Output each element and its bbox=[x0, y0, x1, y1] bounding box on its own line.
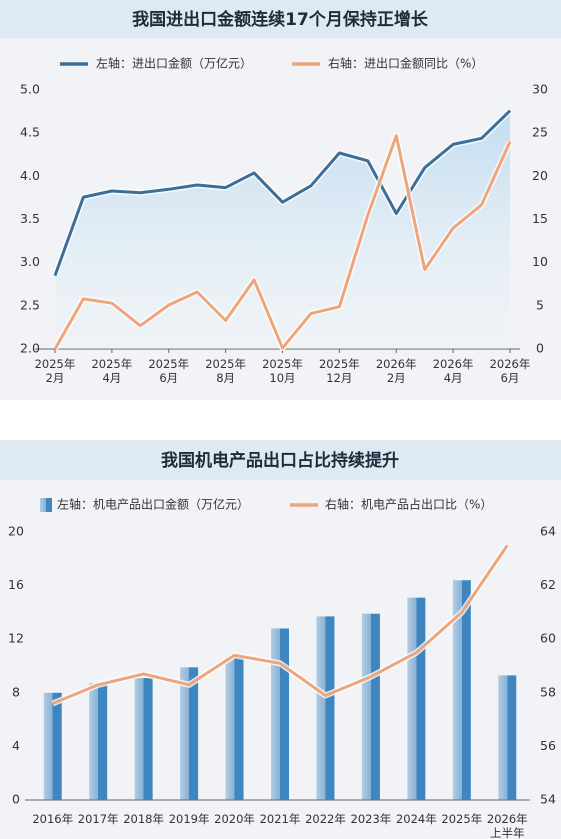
bar bbox=[43, 692, 62, 800]
legend-label: 左轴：进出口金额（万亿元） bbox=[96, 56, 252, 71]
x-tick-label: 2025年 4月 bbox=[91, 357, 133, 385]
y2-tick-label: 0 bbox=[536, 341, 544, 356]
x-tick-wrap: 2024年 bbox=[395, 812, 437, 826]
x-tick-label: 2025年 8月 bbox=[205, 357, 247, 385]
bar bbox=[407, 597, 426, 800]
x-tick-wrap: 2025年 6月 bbox=[148, 357, 190, 385]
bar bbox=[316, 616, 335, 800]
x-tick-wrap: 2025年 4月 bbox=[91, 357, 133, 385]
x-tick-wrap: 2016年 bbox=[32, 812, 74, 826]
y-tick-label: 2.0 bbox=[20, 341, 40, 356]
chart-title: 我国机电产品出口占比持续提升 bbox=[161, 450, 399, 471]
x-tick-wrap: 2020年 bbox=[214, 812, 255, 826]
x-tick-wrap: 2026年 上半年 bbox=[486, 812, 528, 839]
y2-tick-label: 10 bbox=[532, 254, 548, 269]
header-band bbox=[0, 0, 561, 38]
x-tick-label: 2020年 bbox=[214, 812, 255, 826]
y2-tick-label: 25 bbox=[532, 125, 548, 140]
bar bbox=[225, 656, 244, 800]
y-tick-label: 16 bbox=[8, 577, 24, 592]
y2-tick-label: 15 bbox=[532, 211, 548, 226]
y2-tick-label: 62 bbox=[540, 577, 556, 592]
chart-title: 我国进出口金额连续17个月保持正增长 bbox=[132, 9, 429, 30]
legend-label: 右轴：进出口金额同比（%） bbox=[328, 56, 483, 71]
x-tick-label: 2026年 4月 bbox=[432, 357, 474, 385]
y2-tick-label: 54 bbox=[540, 792, 556, 807]
x-tick-label: 2026年 2月 bbox=[375, 357, 417, 385]
y2-tick-label: 60 bbox=[540, 631, 556, 646]
bar bbox=[134, 678, 153, 800]
bar bbox=[271, 628, 289, 800]
x-tick-wrap: 2019年 bbox=[168, 812, 210, 826]
x-tick-label: 2016年 bbox=[32, 812, 74, 826]
y-tick-label: 3.5 bbox=[20, 211, 40, 226]
y2-tick-label: 64 bbox=[540, 524, 556, 539]
x-tick-label: 2025年 12月 bbox=[318, 357, 360, 385]
x-tick-label: 2024年 bbox=[395, 812, 437, 826]
x-tick-wrap: 2023年 bbox=[350, 812, 392, 826]
x-tick-label: 2019年 bbox=[168, 812, 210, 826]
x-tick-label: 2021年 bbox=[259, 812, 301, 826]
legend-swatch bbox=[40, 498, 52, 512]
x-tick-label: 2025年 6月 bbox=[148, 357, 190, 385]
y2-tick-label: 56 bbox=[540, 738, 556, 753]
y2-tick-label: 30 bbox=[532, 82, 548, 97]
line bbox=[52, 544, 509, 705]
line bbox=[53, 109, 512, 277]
line bbox=[53, 134, 512, 350]
header-band bbox=[0, 440, 561, 480]
x-tick-wrap: 2021年 bbox=[259, 812, 301, 826]
line-area bbox=[55, 110, 510, 349]
x-tick-label: 2025年 bbox=[441, 812, 483, 826]
x-tick-label: 2026年 6月 bbox=[489, 357, 531, 385]
x-tick-label: 2026年 上半年 bbox=[486, 812, 528, 839]
x-tick-wrap: 2026年 4月 bbox=[432, 357, 474, 385]
y-tick-label: 20 bbox=[8, 524, 24, 539]
x-tick-label: 2022年 bbox=[305, 812, 346, 826]
bar bbox=[361, 613, 380, 800]
x-tick-wrap: 2017年 bbox=[77, 812, 119, 826]
y2-tick-label: 58 bbox=[540, 684, 556, 699]
x-tick-wrap: 2025年 2月 bbox=[34, 357, 76, 385]
x-tick-label: 2017年 bbox=[77, 812, 119, 826]
y-tick-label: 0 bbox=[12, 792, 20, 807]
legend-label: 左轴：机电产品出口金额（万亿元） bbox=[57, 497, 249, 512]
x-tick-wrap: 2022年 bbox=[305, 812, 346, 826]
x-tick-label: 2025年 10月 bbox=[262, 357, 303, 385]
y-tick-label: 2.5 bbox=[20, 297, 40, 312]
y-tick-label: 4.0 bbox=[20, 168, 40, 183]
y2-tick-label: 20 bbox=[532, 168, 548, 183]
x-tick-wrap: 2025年 10月 bbox=[262, 357, 303, 385]
bar bbox=[498, 675, 517, 800]
y-tick-label: 4.5 bbox=[20, 125, 40, 140]
y-tick-label: 12 bbox=[8, 631, 24, 646]
x-tick-label: 2023年 bbox=[350, 812, 392, 826]
x-tick-wrap: 2026年 2月 bbox=[375, 357, 417, 385]
y2-tick-label: 5 bbox=[536, 297, 544, 312]
y-tick-label: 4 bbox=[12, 738, 20, 753]
x-tick-wrap: 2026年 6月 bbox=[489, 357, 531, 385]
x-tick-wrap: 2025年 bbox=[441, 812, 483, 826]
y-tick-label: 8 bbox=[12, 684, 20, 699]
x-tick-label: 2018年 bbox=[123, 812, 165, 826]
legend-label: 右轴：机电产品占出口比（%） bbox=[325, 497, 492, 512]
x-tick-wrap: 2025年 12月 bbox=[318, 357, 360, 385]
bar bbox=[89, 683, 108, 800]
y-tick-label: 5.0 bbox=[20, 82, 40, 97]
bar bbox=[452, 580, 471, 800]
x-tick-label: 2025年 2月 bbox=[34, 357, 76, 385]
x-tick-wrap: 2025年 8月 bbox=[205, 357, 247, 385]
bar bbox=[180, 667, 199, 800]
x-tick-wrap: 2018年 bbox=[123, 812, 165, 826]
y-tick-label: 3.0 bbox=[20, 254, 40, 269]
